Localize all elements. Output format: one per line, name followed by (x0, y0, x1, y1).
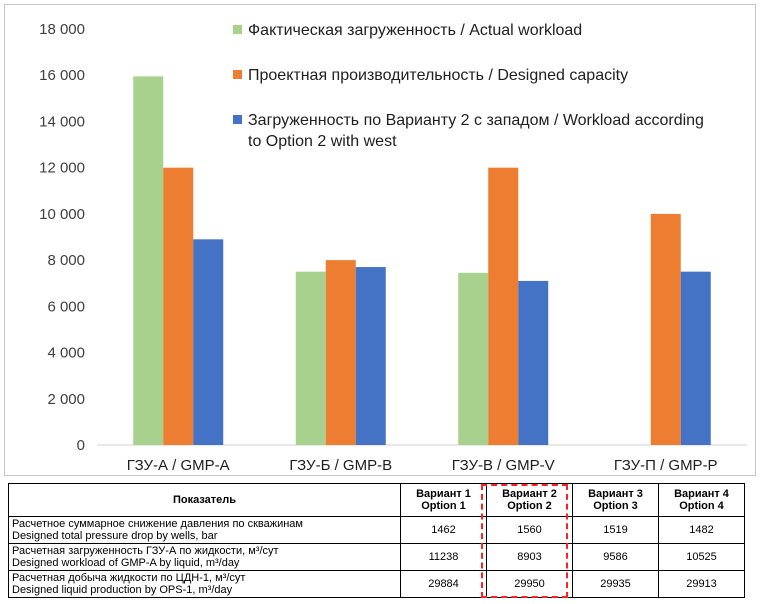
y-tick-label: 6 000 (47, 298, 85, 315)
chart-frame: 0 2 000 4 000 6 000 8 000 10 000 12 000 14 000 1… (4, 4, 756, 476)
y-tick-label: 8 000 (47, 252, 85, 269)
table-cell: 29884 (400, 570, 487, 598)
row-label-en: Designed workload of GMP-A by liquid, m³… (12, 557, 240, 569)
summary-table: Показатель Вариант 1 Option 1 Вариант 2 Op… (8, 483, 745, 598)
table-row-pressure-drop: Расчетное суммарное снижение давления по… (8, 516, 745, 544)
legend-label: Загруженность по Варианту 2 с западом / … (248, 112, 704, 129)
y-tick-label: 4 000 (47, 345, 85, 362)
header-option-1-en: Option 1 (421, 500, 466, 512)
bar (680, 271, 711, 445)
table-cell: 1519 (572, 516, 659, 544)
header-option-3: Вариант 3 Option 3 (572, 483, 659, 517)
legend-swatch (233, 115, 242, 124)
y-tick-label: 2 000 (47, 391, 85, 408)
header-option-4: Вариант 4 Option 4 (658, 483, 745, 517)
x-category-label: ГЗУ-В / GMP-V (452, 457, 555, 474)
legend-swatch (233, 70, 242, 79)
table-cell: 1462 (400, 516, 487, 544)
bar (133, 76, 164, 445)
y-tick-label: 0 (77, 437, 85, 454)
bar (193, 239, 224, 445)
header-option-1-ru: Вариант 1 (416, 488, 471, 500)
header-option-2-en: Option 2 (507, 500, 552, 512)
table-cell: 10525 (658, 543, 745, 571)
row-label: Расчетная добыча жидкости по ЦДН-1, м³/с… (8, 570, 401, 598)
y-tick-label: 16 000 (39, 67, 85, 84)
header-indicator: Показатель (8, 483, 401, 517)
header-option-4-ru: Вариант 4 (674, 488, 729, 500)
x-category-label: ГЗУ-Б / GMP-B (289, 457, 392, 474)
header-option-2-ru: Вариант 2 (502, 488, 557, 500)
legend-label: to Option 2 with west (248, 133, 397, 150)
table-cell: 8903 (486, 543, 573, 571)
header-option-1: Вариант 1 Option 1 (400, 483, 487, 517)
x-category-label: ГЗУ-А / GMP-A (127, 457, 230, 474)
y-tick-label: 18 000 (39, 21, 85, 38)
header-option-4-en: Option 4 (679, 500, 724, 512)
bar-chart: 0 2 000 4 000 6 000 8 000 10 000 12 000 14 000 1… (39, 21, 747, 474)
table-cell: 9586 (572, 543, 659, 571)
row-label-ru: Расчетная загруженность ГЗУ-А по жидкост… (12, 545, 279, 557)
legend-label: Проектная производительность / Designed … (248, 67, 628, 84)
x-category-label: ГЗУ-П / GMP-P (614, 457, 718, 474)
y-tick-label: 14 000 (39, 113, 85, 130)
legend-swatch (233, 25, 242, 34)
bar (458, 272, 489, 445)
bar (163, 167, 194, 445)
bar (355, 267, 386, 445)
row-label: Расчетное суммарное снижение давления по… (8, 516, 401, 544)
row-label: Расчетная загруженность ГЗУ-А по жидкост… (8, 543, 401, 571)
row-label-ru: Расчетное суммарное снижение давления по… (12, 518, 303, 530)
row-label-ru: Расчетная добыча жидкости по ЦДН-1, м³/с… (12, 572, 246, 584)
table-cell: 29913 (658, 570, 745, 598)
table-header-row: Показатель Вариант 1 Option 1 Вариант 2 Op… (8, 483, 745, 517)
row-label-en: Designed total pressure drop by wells, b… (12, 530, 218, 542)
bar (488, 167, 519, 445)
bar (325, 260, 356, 445)
table-cell: 1560 (486, 516, 573, 544)
bar (295, 271, 326, 445)
table-cell: 11238 (400, 543, 487, 571)
bar (650, 213, 681, 445)
table-row-gmp-a-workload: Расчетная загруженность ГЗУ-А по жидкост… (8, 543, 745, 571)
table-cell: 1482 (658, 516, 745, 544)
header-option-3-en: Option 3 (593, 500, 638, 512)
header-option-2: Вариант 2 Option 2 (486, 483, 573, 517)
legend-label: Фактическая загруженность / Actual workl… (248, 22, 582, 39)
bar (518, 280, 549, 445)
header-option-3-ru: Вариант 3 (588, 488, 643, 500)
y-tick-label: 10 000 (39, 206, 85, 223)
y-tick-label: 12 000 (39, 160, 85, 177)
table-row-liquid-production: Расчетная добыча жидкости по ЦДН-1, м³/с… (8, 570, 745, 598)
row-label-en: Designed liquid production by OPS-1, m³/… (12, 584, 233, 596)
table-cell: 29950 (486, 570, 573, 598)
table-cell: 29935 (572, 570, 659, 598)
